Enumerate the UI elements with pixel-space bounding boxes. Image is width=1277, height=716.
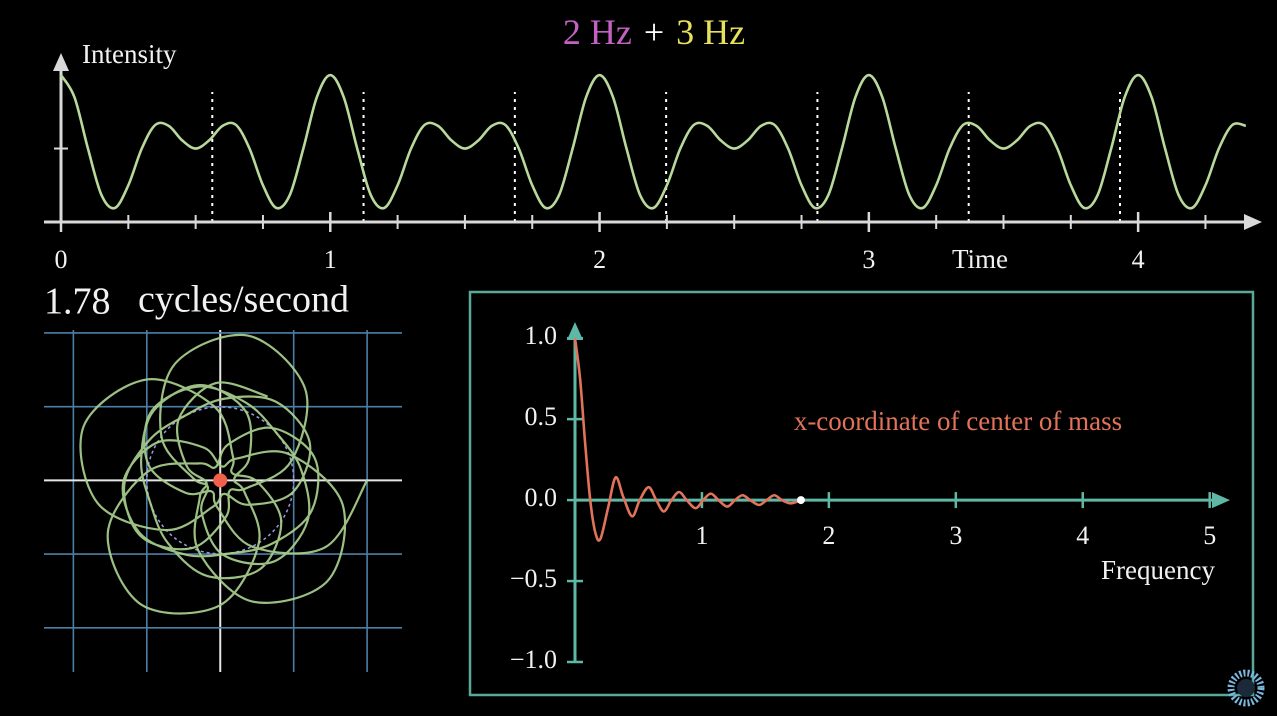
y-axis-arrow (567, 322, 583, 340)
end-marker (796, 496, 805, 505)
x-tick-label: 5 (1203, 521, 1216, 550)
wound-signal (79, 333, 369, 615)
x-tick-label: 4 (1132, 245, 1145, 274)
data-line (573, 338, 802, 542)
x-axis-arrow (1212, 492, 1230, 509)
plot-frame (468, 290, 1255, 697)
logo (1227, 669, 1265, 707)
x-tick-label: 0 (55, 245, 68, 274)
y-axis-arrow (53, 53, 69, 71)
x-tick-label: 2 (822, 521, 835, 550)
data-line (59, 73, 1247, 210)
annotation: x-coordinate of center of mass (794, 406, 1122, 436)
center-of-mass (213, 473, 228, 488)
x-tick-label: 1 (695, 521, 708, 550)
x-tick-label: 2 (593, 245, 606, 274)
x-axis-label: Time (952, 244, 1008, 274)
x-tick-label: 3 (862, 245, 875, 274)
title-part: 2 Hz (563, 12, 632, 52)
x-tick-label: 4 (1076, 521, 1089, 550)
title-part: + (644, 12, 664, 52)
logo-ring (1227, 669, 1265, 707)
chart-title: 2 Hz +3 Hz (563, 12, 745, 52)
y-tick-label: −0.5 (510, 564, 557, 593)
x-axis-arrow (1244, 214, 1262, 230)
x-tick-label: 3 (949, 521, 962, 550)
winding-frequency: 1.78 (44, 281, 111, 323)
frequency-unit: cycles/second (138, 279, 349, 321)
y-tick-label: 1.0 (525, 321, 558, 350)
y-tick-label: 0.5 (525, 402, 558, 431)
y-axis-label: Intensity (82, 39, 177, 69)
y-tick-label: 0.0 (525, 483, 558, 512)
x-tick-label: 1 (324, 245, 337, 274)
title-part: 3 Hz (676, 12, 745, 52)
x-axis-label: Frequency (1101, 555, 1215, 585)
y-tick-label: −1.0 (510, 645, 557, 674)
logo-core (1237, 679, 1255, 697)
